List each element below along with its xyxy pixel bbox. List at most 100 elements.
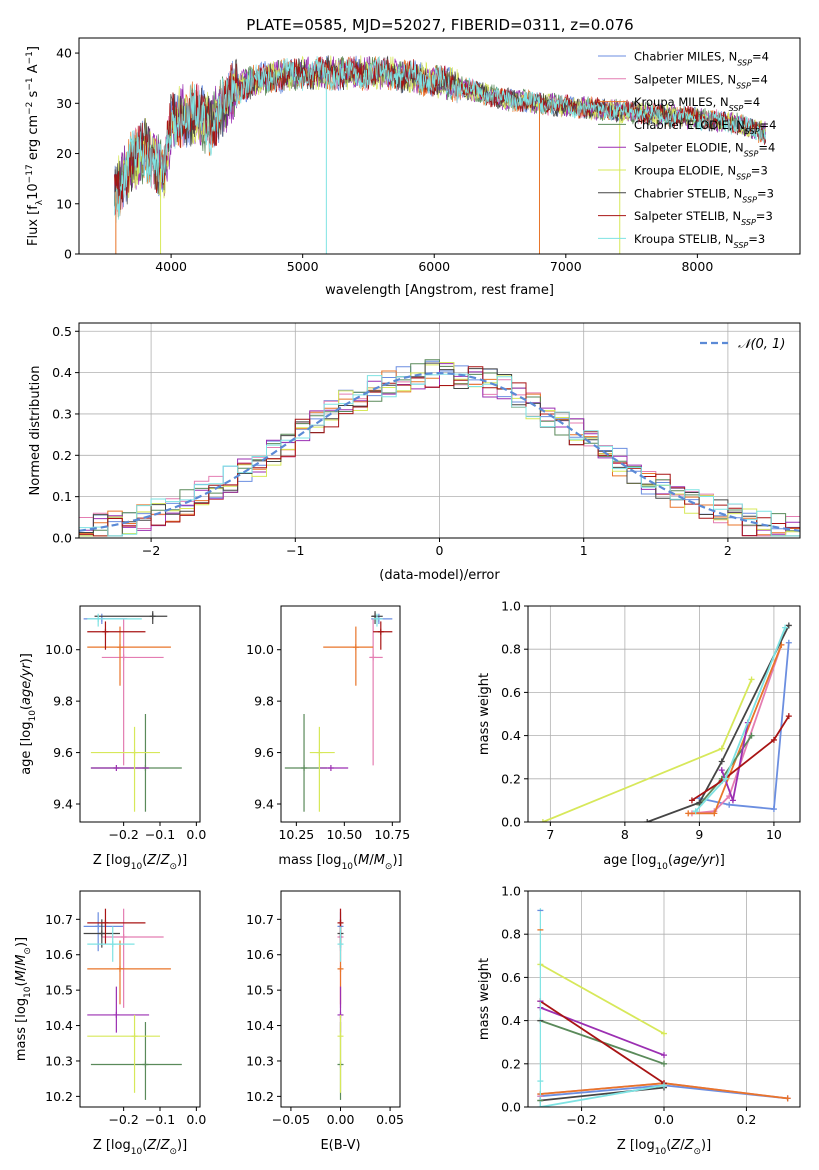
weight-line	[699, 642, 790, 810]
data-point	[337, 919, 344, 926]
y-tick-label: 0	[64, 247, 72, 262]
data-point	[337, 965, 344, 972]
data-point	[729, 797, 736, 804]
data-point	[117, 644, 123, 651]
y-tick-label: 9.4	[53, 797, 73, 812]
svg-text:mass [log10(M/M⊙)]: mass [log10(M/M⊙)]	[14, 937, 33, 1061]
legend-label: Kroupa ELODIE, NSSP=3	[634, 164, 768, 182]
data-point	[696, 799, 703, 806]
data-point	[718, 745, 725, 752]
x-tick-label: −2	[142, 543, 160, 558]
y-tick-label: 1.0	[501, 884, 521, 899]
x-tick-label: 7	[546, 827, 554, 842]
weight_vs_Z-plot-area	[528, 891, 800, 1107]
data-point	[120, 654, 127, 661]
weight-line	[540, 1084, 665, 1107]
x-axis-label: Z [log10(Z/Z⊙)]	[93, 853, 187, 872]
data-point	[785, 713, 792, 720]
y-tick-label: 9.6	[254, 745, 274, 760]
figure-title: PLATE=0585, MJD=52027, FIBERID=0311, z=0…	[246, 16, 633, 34]
x-tick-label: 0.00	[327, 1112, 355, 1127]
data-point	[748, 676, 755, 683]
y-tick-label: 10.4	[45, 1018, 73, 1033]
data-point	[301, 765, 308, 771]
y-tick-label: 0.8	[501, 642, 521, 657]
x-tick-label: −0.1	[145, 1112, 175, 1127]
legend-label: Chabrier ELODIE, NSSP=4	[634, 118, 776, 136]
y-tick-label: 0.2	[501, 771, 521, 786]
x-tick-label: 10.75	[374, 827, 410, 842]
weight-line	[539, 1000, 665, 1084]
weight-line	[646, 625, 790, 822]
data-point	[98, 930, 105, 937]
weight-line	[691, 644, 783, 815]
y-tick-label: 9.6	[53, 745, 73, 760]
age_vs_mass-plot-area	[284, 611, 393, 812]
weight-line	[539, 963, 665, 1035]
x-axis-label: Z [log10(Z/Z⊙)]	[93, 1138, 187, 1157]
data-point	[95, 615, 102, 622]
data-point	[685, 810, 692, 817]
legend-label: Kroupa MILES, NSSP=4	[634, 95, 760, 113]
data-point	[726, 801, 733, 808]
data-point	[316, 749, 323, 756]
x-tick-label: 0.0	[186, 827, 206, 842]
x-tick-label: 10	[766, 827, 782, 842]
y-tick-label: 10.2	[45, 1089, 73, 1104]
weight_vs_age-panel: 7 8 9 10 0.0 0.2 0.4 0.6 0.8 1.0 age [log10(age/yr…	[477, 599, 801, 872]
data-point	[95, 923, 102, 930]
data-point	[718, 758, 725, 765]
y-tick-label: 0.2	[52, 448, 72, 463]
y-tick-label: 10.3	[246, 1053, 274, 1068]
spectrum-frame	[78, 37, 801, 255]
data-point	[661, 1060, 667, 1067]
x-tick-label: −0.2	[108, 827, 138, 842]
x-tick-label: −1	[286, 543, 304, 558]
x-axis-label: mass [log10(M/M⊙)]	[278, 853, 402, 872]
x-tick-label: 9	[695, 827, 703, 842]
data-point	[327, 765, 334, 771]
data-point	[113, 765, 120, 771]
age_vs_Z-plot-area	[83, 611, 182, 812]
x-tick-label: 0.2	[736, 1112, 756, 1127]
x-tick-label: −0.2	[108, 1112, 138, 1127]
data-point	[644, 819, 651, 822]
weight_vs_age-frame	[527, 605, 801, 823]
data-point	[539, 819, 546, 822]
y-tick-label: 10.3	[45, 1053, 73, 1068]
y-tick-label: 0.6	[501, 685, 521, 700]
y-tick-label: 0.3	[52, 406, 72, 421]
chart-panels: 4000 5000 6000 7000 8000010203040wavelength …	[14, 37, 801, 1157]
y-tick-label: 0.4	[501, 1013, 521, 1028]
spectrum-line	[114, 55, 766, 223]
data-point	[102, 919, 109, 926]
y-axis-label: mass weight	[477, 958, 492, 1040]
data-point	[688, 797, 695, 804]
normal-curve	[79, 371, 800, 532]
data-point	[117, 965, 123, 972]
y-tick-label: 10.4	[246, 1018, 274, 1033]
y-tick-label: 1.0	[501, 599, 521, 614]
y-tick-label: 30	[56, 96, 72, 111]
data-point	[718, 767, 725, 774]
y-tick-label: 0.4	[501, 728, 521, 743]
data-point	[109, 941, 116, 948]
x-axis-label: wavelength [Angstrom, rest frame]	[325, 283, 554, 298]
data-point	[149, 613, 156, 620]
svg-text:Flux [fλ10−17 erg cm−2 s−1 A−1: Flux [fλ10−17 erg cm−2 s−1 A−1]	[25, 46, 45, 246]
y-axis-label: mass [log10(M/M⊙)]	[14, 937, 33, 1061]
residuals-legend: 𝒩(0, 1)	[700, 337, 785, 352]
data-point	[142, 1061, 149, 1068]
y-tick-label: 0.0	[501, 815, 521, 830]
histogram-step	[79, 373, 800, 537]
weight-line	[691, 715, 790, 802]
x-axis-label: Z [log10(Z/Z⊙)]	[617, 1138, 711, 1157]
y-tick-label: 0.2	[501, 1056, 521, 1071]
x-tick-label: −0.2	[566, 1112, 596, 1127]
y-tick-label: 9.8	[53, 694, 73, 709]
legend-label: Salpeter ELODIE, NSSP=4	[634, 141, 775, 159]
data-point	[661, 1052, 667, 1059]
x-tick-label: 6000	[418, 259, 450, 274]
y-tick-label: 9.4	[254, 797, 274, 812]
